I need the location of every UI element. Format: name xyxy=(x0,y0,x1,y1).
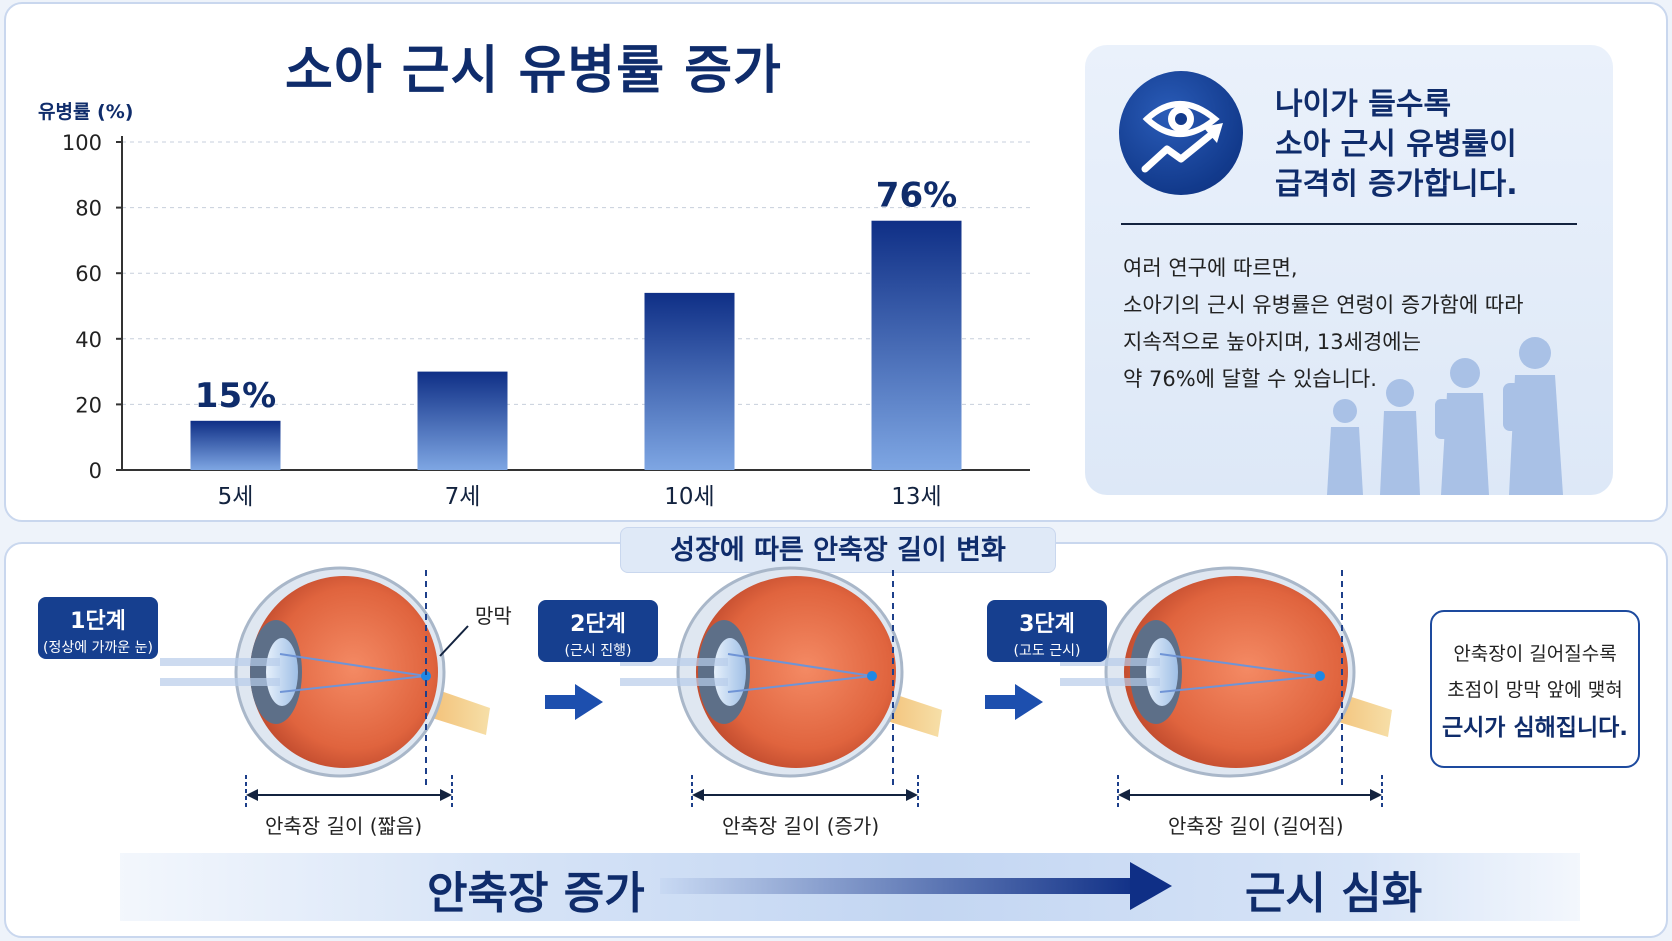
growing-children-silhouette xyxy=(1327,337,1563,495)
eye-stage2 xyxy=(620,566,942,810)
eye-trend-up-icon xyxy=(1119,71,1243,195)
x-tick-label: 13세 xyxy=(891,484,941,510)
bar-13세 xyxy=(871,220,962,470)
arrow-right-icon xyxy=(545,684,603,720)
axial-length-label-3: 안축장 길이 (길어짐) xyxy=(1168,814,1344,838)
growth-section-title: 성장에 따른 안축장 길이 변화 xyxy=(620,527,1056,573)
y-tick-label: 80 xyxy=(75,197,102,221)
x-tick-label: 5세 xyxy=(218,484,254,510)
info-body: 여러 연구에 따르면, 소아기의 근시 유병률은 연령이 증가함에 따라 지속적… xyxy=(1123,256,1524,391)
bar-7세 xyxy=(417,371,508,470)
stage-2-badge: 2단계 (근시 진행) xyxy=(538,600,658,662)
y-tick-label: 60 xyxy=(75,262,102,286)
info-divider xyxy=(1121,223,1577,225)
y-tick-label: 20 xyxy=(75,393,102,417)
chart-title: 소아 근시 유병률 증가 xyxy=(285,41,782,101)
info-heading: 나이가 들수록 소아 근시 유병률이 급격히 증가합니다. xyxy=(1275,87,1518,202)
info-card: 나이가 들수록 소아 근시 유병률이 급격히 증가합니다. 여러 연구에 따르면… xyxy=(1085,45,1613,495)
axial-length-label-1: 안축장 길이 (짧음) xyxy=(265,814,423,838)
bar-5세 xyxy=(190,420,281,470)
bar-chart: 유병률 (%) 0 20 40 60 80 100 5세 15% 7세 10세 13세 76% xyxy=(38,101,1030,510)
note-box: 안축장이 길어질수록 초점이 망막 앞에 맺혀 근시가 심해집니다. xyxy=(1430,610,1640,768)
y-tick-label: 100 xyxy=(62,131,102,155)
eye-stage3 xyxy=(1060,566,1392,810)
band-right-label: 근시 심화 xyxy=(1245,868,1423,919)
y-axis-label: 유병률 (%) xyxy=(38,101,133,123)
retina-label: 망막 xyxy=(475,604,512,628)
stage-1-badge: 1단계 (정상에 가까운 눈) xyxy=(38,597,158,659)
y-tick-label: 40 xyxy=(75,328,102,352)
arrow-right-icon xyxy=(985,684,1043,720)
data-label: 76% xyxy=(876,176,957,216)
x-tick-label: 7세 xyxy=(445,484,481,510)
data-label: 15% xyxy=(195,376,276,416)
axial-length-label-2: 안축장 길이 (증가) xyxy=(722,814,880,838)
eye-stage1 xyxy=(160,566,490,810)
y-tick-label: 0 xyxy=(89,459,102,483)
bar-10세 xyxy=(644,292,735,470)
stage-3-badge: 3단계 (고도 근시) xyxy=(987,600,1107,662)
band-left-label: 안축장 증가 xyxy=(427,868,645,919)
x-tick-label: 10세 xyxy=(664,484,714,510)
